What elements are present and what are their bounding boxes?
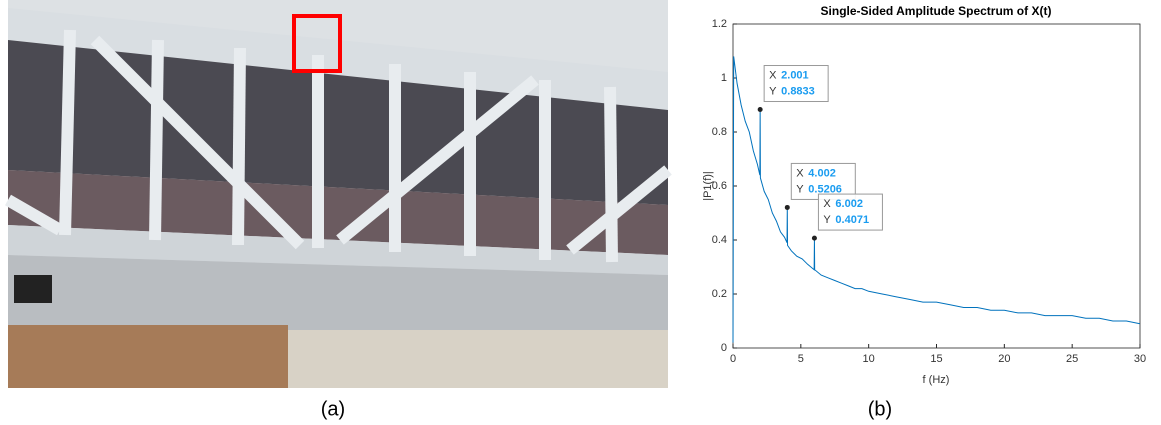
x-tick-label: 15	[930, 353, 942, 365]
y-tick-label: 1.2	[712, 18, 727, 30]
datatip-value: 2.001	[781, 69, 809, 81]
datatip-label: X	[796, 167, 804, 179]
x-tick-label: 30	[1134, 353, 1146, 365]
x-tick-label: 25	[1066, 353, 1078, 365]
datatip-label: Y	[796, 183, 804, 195]
x-tick-label: 5	[798, 353, 804, 365]
datatip-label: Y	[823, 214, 831, 226]
datatip-marker	[758, 107, 763, 112]
y-tick-label: 1	[721, 72, 727, 84]
datatip-value: 6.002	[835, 198, 863, 210]
building	[288, 330, 668, 388]
y-tick-label: 0.4	[712, 234, 727, 246]
y-tick-label: 0.8	[712, 126, 727, 138]
datatip-marker	[812, 236, 817, 241]
datatip-marker	[785, 205, 790, 210]
caption: (a)	[321, 398, 345, 420]
datatip-value: 0.5206	[808, 183, 842, 195]
x-tick-label: 20	[998, 353, 1010, 365]
x-tick-label: 0	[730, 353, 736, 365]
x-tick-label: 10	[863, 353, 875, 365]
datatip-label: X	[769, 69, 777, 81]
x-axis-label: f (Hz)	[923, 374, 950, 386]
chart-title: Single-Sided Amplitude Spectrum of X(t)	[821, 4, 1052, 18]
y-tick-label: 0.2	[712, 288, 727, 300]
datatip-value: 4.002	[808, 167, 836, 179]
y-tick-label: 0.6	[712, 180, 727, 192]
figure: (a) (b) Single-Sided Amplitude Spectrum …	[0, 0, 1161, 425]
datatip-label: X	[823, 198, 831, 210]
datatip-value: 0.8833	[781, 85, 815, 97]
caption: (b)	[868, 398, 892, 420]
y-tick-label: 0	[721, 342, 727, 354]
light	[14, 275, 52, 303]
datatip-label: Y	[769, 85, 777, 97]
building	[8, 325, 288, 388]
photo	[8, 0, 668, 388]
datatip-value: 0.4071	[835, 214, 869, 226]
